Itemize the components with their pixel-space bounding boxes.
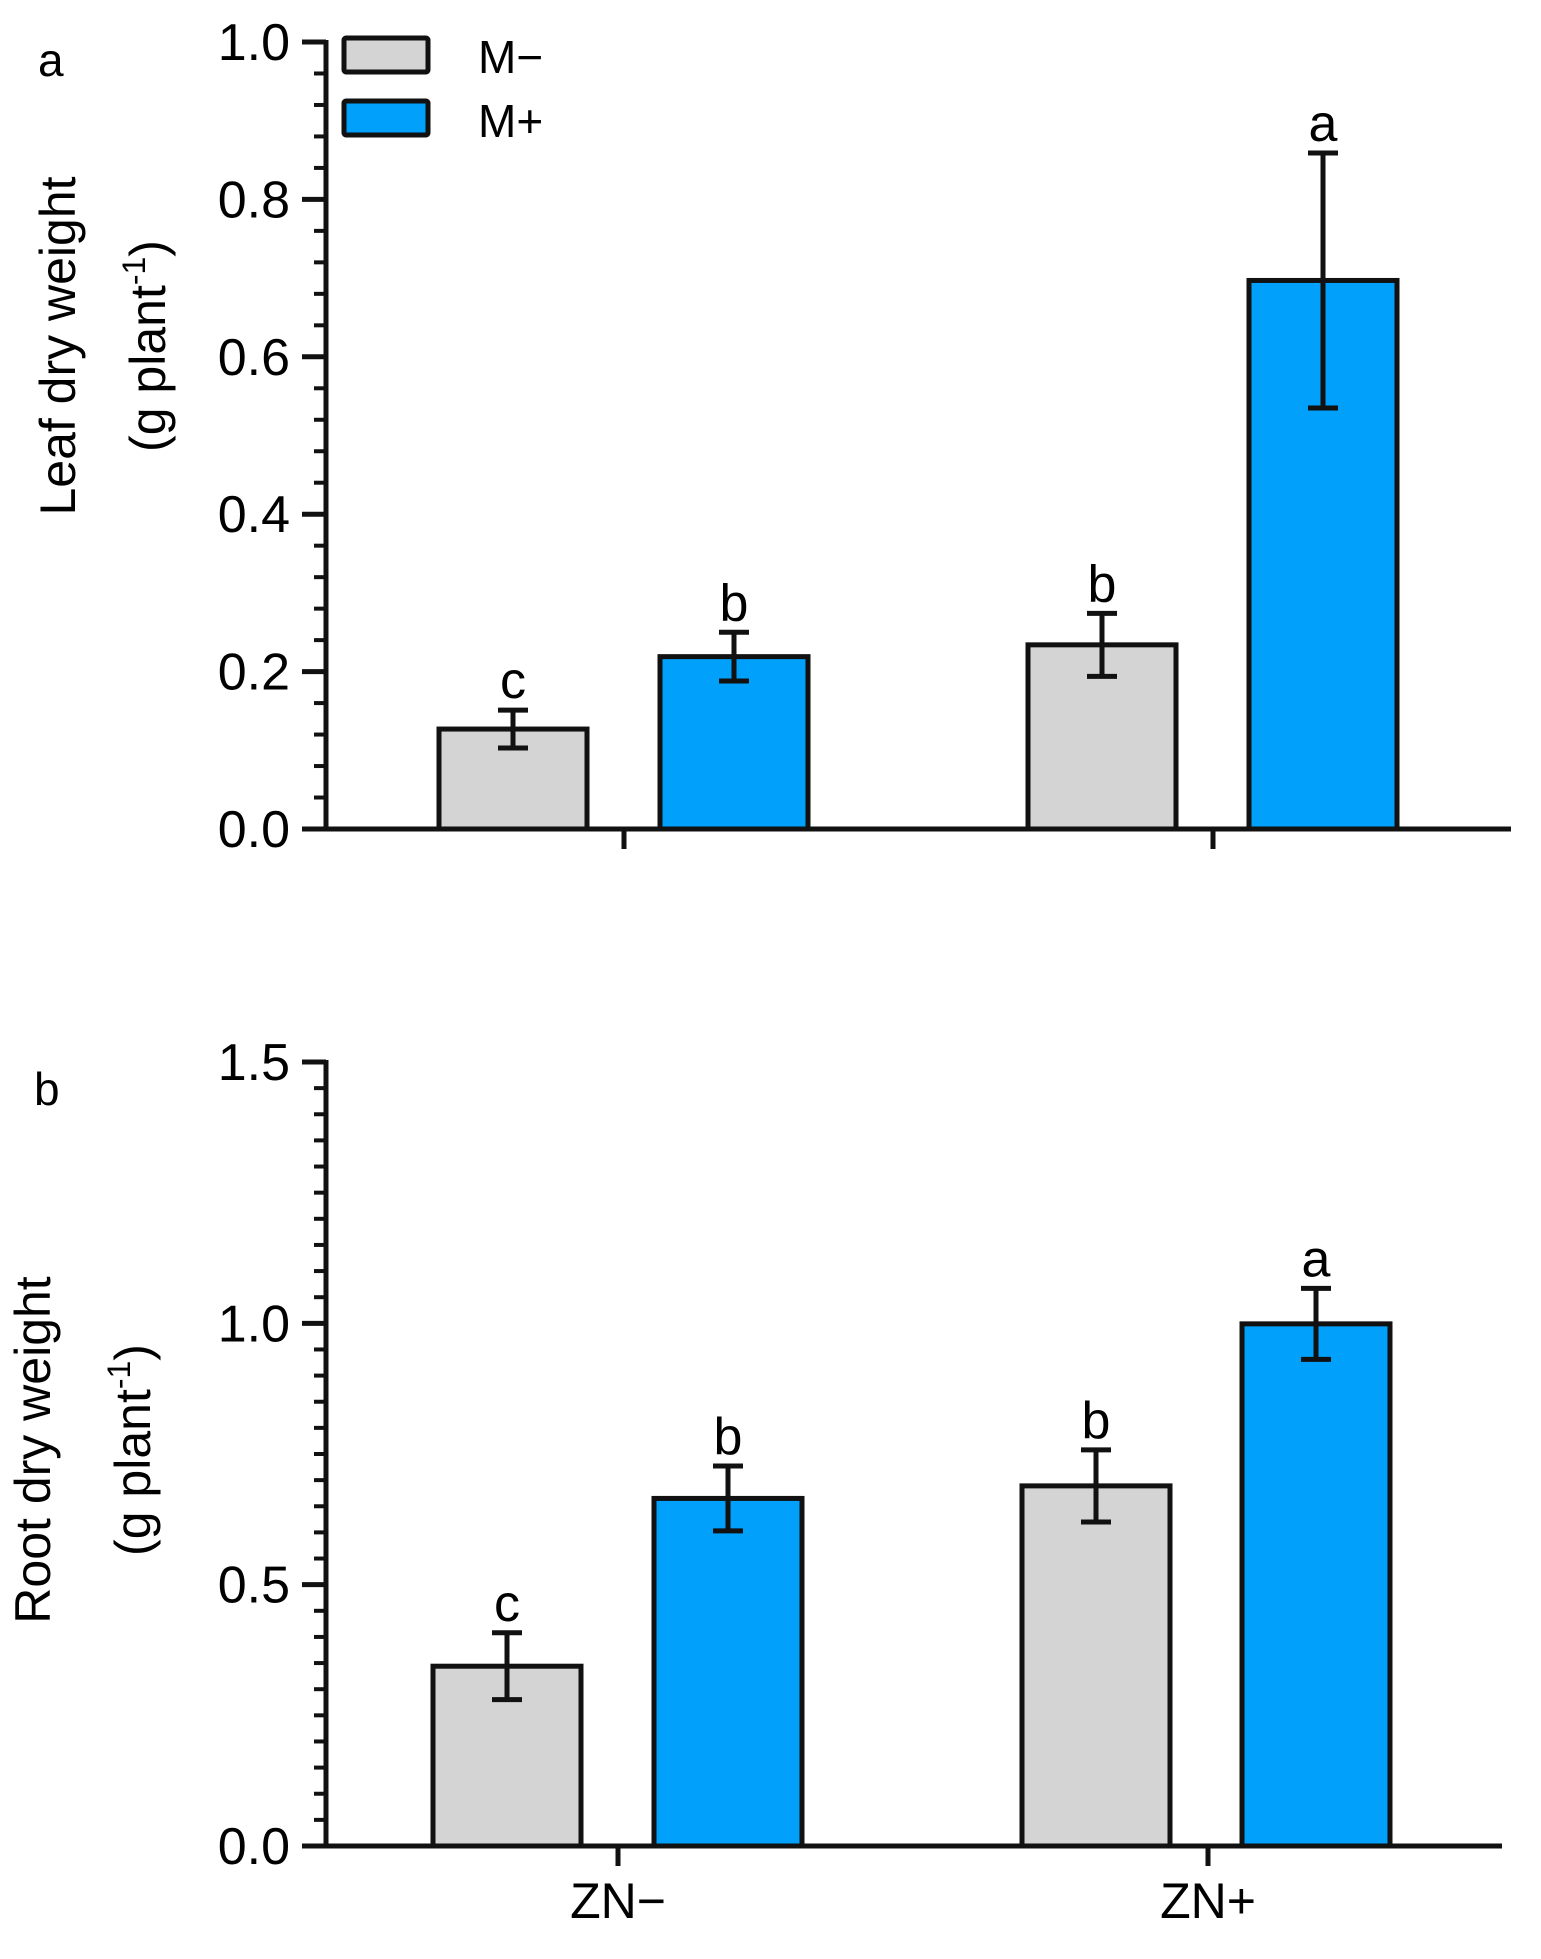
- legend-label-m-minus: M−: [478, 31, 543, 83]
- y-tick-label: 1.5: [218, 1034, 290, 1092]
- y-axis-title-leaf: Leaf dry weight: [30, 176, 86, 515]
- significance-letter: c: [494, 1575, 520, 1633]
- y-tick-label: 0.8: [218, 171, 290, 229]
- y-tick-label: 0.2: [218, 644, 290, 702]
- panel-a-leaf-dry-weight: a Leaf dry weight (g plant-1) 0.0 0.2 0.4 0…: [30, 14, 1511, 859]
- y-axis-title-root: Root dry weight: [5, 1276, 61, 1623]
- bar-m-plus-zn-minus: [651, 1495, 805, 1849]
- y-axis-units-leaf: (g plant-1): [116, 240, 176, 452]
- y-tick-label: 0.0: [218, 801, 290, 859]
- significance-letter: b: [1088, 555, 1117, 613]
- panel-b-root-dry-weight: b Root dry weight (g plant-1) 0.0 0.5 1.0 1…: [5, 1034, 1502, 1929]
- y-axis-units-root: (g plant-1): [101, 1344, 161, 1556]
- significance-letter: c: [500, 652, 526, 710]
- significance-letter: b: [714, 1408, 743, 1466]
- bar-m-plus-zn-plus: [1239, 1321, 1393, 1849]
- legend-item-m-plus: M+: [341, 95, 543, 147]
- y-tick-label: 0.4: [218, 486, 290, 544]
- panel-label-a: a: [38, 34, 64, 86]
- significance-letter: b: [1082, 1392, 1111, 1450]
- bar-m-minus-zn-plus: [1019, 1483, 1173, 1849]
- legend-swatch-m-plus: [341, 98, 431, 138]
- legend-label-m-plus: M+: [478, 95, 543, 147]
- legend-item-m-minus: M−: [341, 31, 543, 83]
- y-tick-label: 0.6: [218, 329, 290, 387]
- x-category-label: ZN−: [570, 1873, 666, 1929]
- significance-letter: a: [1302, 1230, 1331, 1288]
- y-tick-label: 1.0: [218, 14, 290, 72]
- y-tick-label: 0.0: [218, 1818, 290, 1876]
- significance-letter: b: [720, 574, 749, 632]
- legend: M− M+: [341, 31, 543, 147]
- panel-label-b: b: [34, 1063, 60, 1115]
- x-category-label: ZN+: [1160, 1873, 1256, 1929]
- y-tick-label: 0.5: [218, 1557, 290, 1615]
- legend-swatch-m-minus: [341, 35, 431, 75]
- y-tick-label: 1.0: [218, 1295, 290, 1353]
- significance-letter: a: [1309, 95, 1338, 153]
